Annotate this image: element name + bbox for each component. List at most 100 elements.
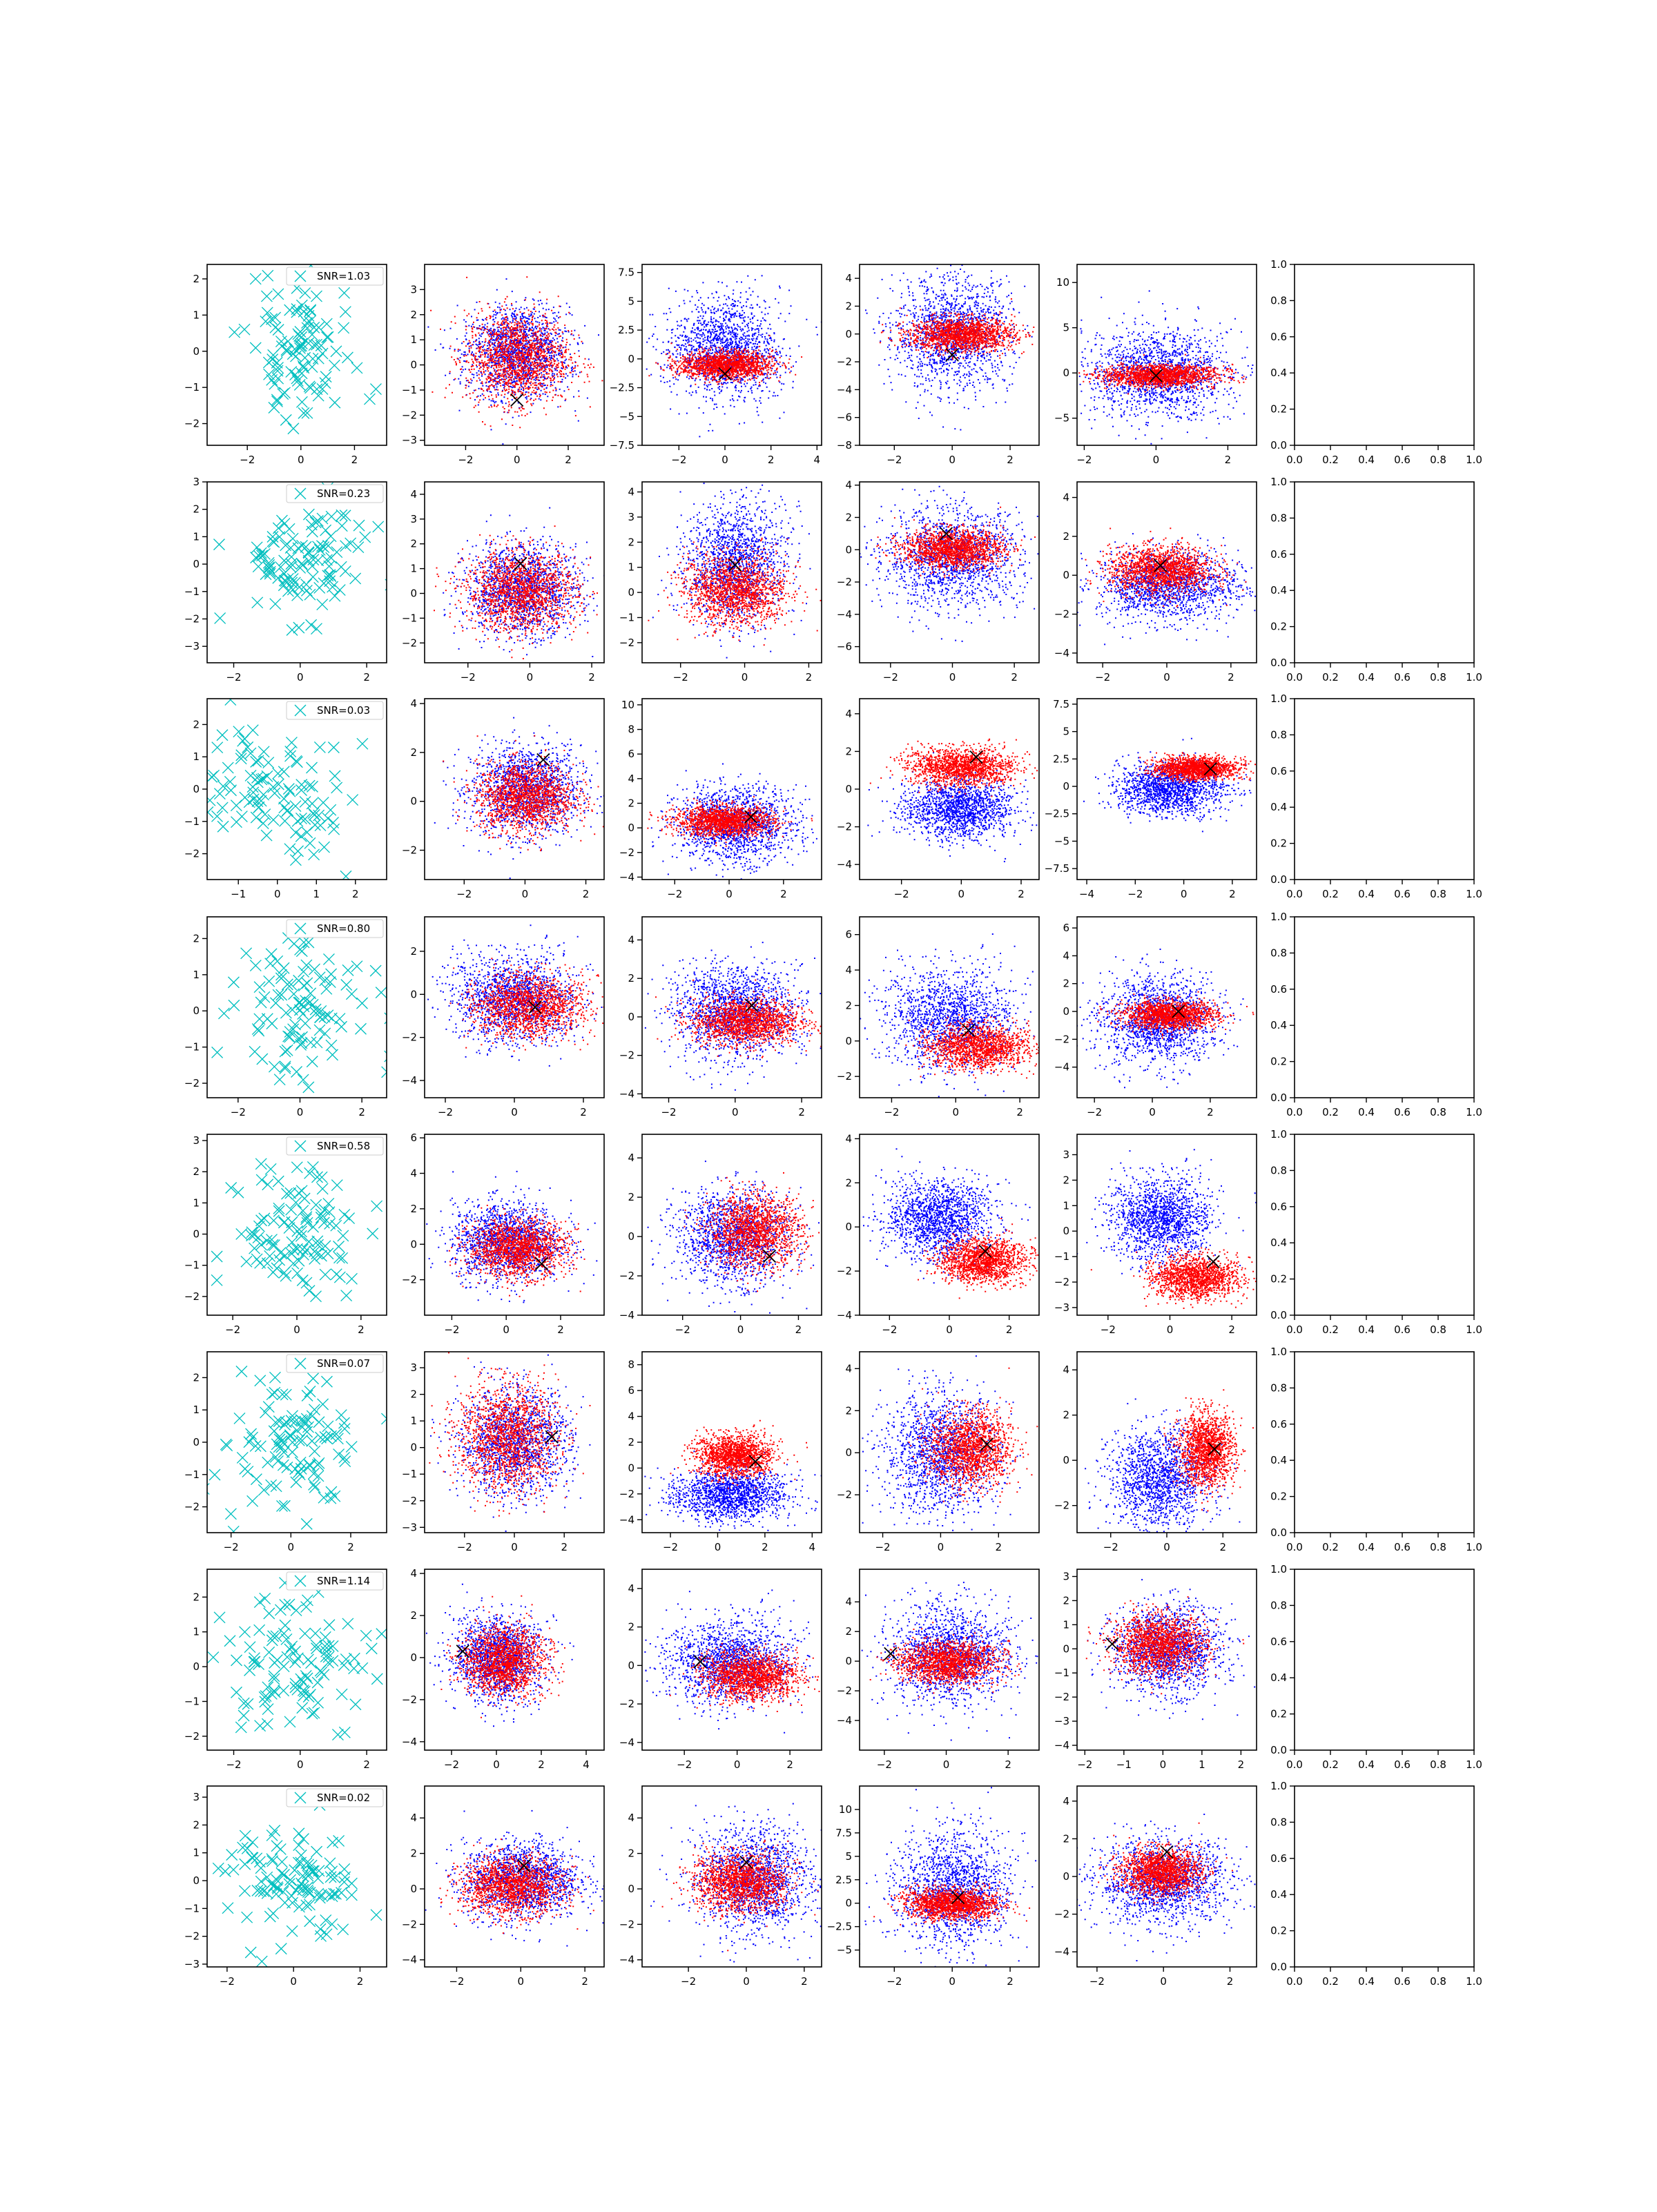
plot-area [429,1323,614,1533]
noise-point [275,1943,287,1954]
y-tick-label: 0 [628,1659,634,1671]
plot-area [211,1158,382,1302]
x-tick-label: 0.2 [1322,1975,1339,1988]
y-tick-label: 4 [628,773,634,785]
noise-point [360,532,371,543]
y-tick-label: 4 [410,488,417,501]
x-tick-label: 2 [780,888,787,900]
y-tick-label: −8 [837,439,852,452]
noise-point [268,1631,279,1642]
y-tick-label: 1 [410,1415,417,1427]
y-tick-label: 1.0 [1270,1563,1287,1575]
x-tick-label: −2 [886,454,902,466]
y-tick-label: 1 [193,1626,200,1638]
y-tick-label: 2 [845,300,852,312]
noise-point [333,1241,345,1252]
x-tick-label: 0.0 [1286,888,1303,900]
y-tick-label: −1 [402,612,417,624]
noise-point [268,815,279,826]
x-tick-label: 2 [580,1106,587,1118]
y-tick-label: 2 [193,1165,200,1178]
noise-point [262,1888,273,1899]
y-tick-label: 4 [845,708,852,720]
y-tick-label: 0.4 [1270,801,1287,813]
noise-point [291,757,302,768]
noise-point [301,1214,312,1225]
noise-point [282,1651,293,1662]
y-tick-label: 3 [193,1791,200,1803]
noise-point [310,1628,321,1639]
noise-point [271,394,282,405]
y-tick-label: −4 [1054,1946,1069,1958]
noise-point [269,378,280,389]
x-tick-label: −2 [226,1758,241,1771]
noise-point [333,1449,345,1460]
y-tick-label: 0.8 [1270,1164,1287,1176]
noise-point [320,1028,331,1039]
x-tick-label: −2 [449,1975,464,1988]
x-tick-label: 0.8 [1430,1975,1446,1988]
plot-area [647,764,864,882]
axes-frame [207,482,387,663]
subplot-r3-c6: 0.0 0.2 0.4 0.6 0.8 1.00.00.20.40.60.81.0 [1270,692,1482,900]
y-tick-label: 2 [193,932,200,944]
noise-point [268,782,279,793]
x-tick-label: −2 [226,671,241,683]
x-tick-label: 0.2 [1322,1323,1339,1336]
noise-point [286,367,297,378]
noise-point [366,1643,377,1654]
noise-point [236,811,247,822]
x-tick-label: 0.6 [1394,671,1411,683]
noise-point [245,1947,256,1958]
y-tick-label: −2 [402,1918,417,1930]
x-tick-label: 2 [1207,1106,1214,1118]
noise-point [284,1716,295,1727]
noise-point [282,585,293,596]
y-tick-label: −1 [184,381,200,394]
y-tick-label: 1 [1063,1618,1069,1631]
x-tick-label: 2 [1006,1323,1013,1336]
noise-point [256,774,267,785]
y-tick-label: 0.2 [1270,1708,1287,1720]
y-tick-label: −6 [837,411,852,424]
y-tick-label: 0 [628,1883,634,1895]
y-tick-label: −4 [837,608,852,621]
y-tick-label: 0.6 [1270,765,1287,777]
x-tick-label: 2 [347,1541,354,1553]
y-tick-label: 0 [193,1436,200,1448]
plot-area [422,717,612,880]
noise-point [340,871,351,882]
x-tick-label: 0 [1167,1323,1174,1336]
noise-point [229,1000,240,1011]
noise-point [280,815,291,826]
x-tick-label: 1.0 [1466,1106,1482,1118]
noise-point [240,1859,251,1870]
noise-point [269,1673,280,1685]
noise-point [300,541,311,552]
noise-point [254,1597,265,1608]
noise-point [290,1464,301,1475]
y-tick-label: 2 [845,745,852,757]
noise-point [260,1593,271,1604]
y-tick-label: 0 [193,1660,200,1673]
x-tick-label: 0.0 [1286,1758,1303,1771]
y-tick-label: 2 [193,1591,200,1603]
y-tick-label: 0 [628,353,634,365]
axes-frame [860,1569,1039,1750]
noise-point [269,402,280,414]
y-tick-label: 0.6 [1270,1418,1287,1430]
y-tick-label: −5 [619,410,634,423]
noise-point [259,991,270,1002]
noise-point [293,1901,304,1912]
noise-point [307,526,318,537]
plot-area [848,1148,1047,1299]
y-tick-label: 4 [410,697,417,710]
y-tick-label: 0 [628,1011,634,1023]
x-tick-label: 2 [996,1541,1002,1553]
y-tick-label: −4 [619,1954,634,1966]
noise-point [254,982,265,993]
noise-point [291,1605,302,1616]
